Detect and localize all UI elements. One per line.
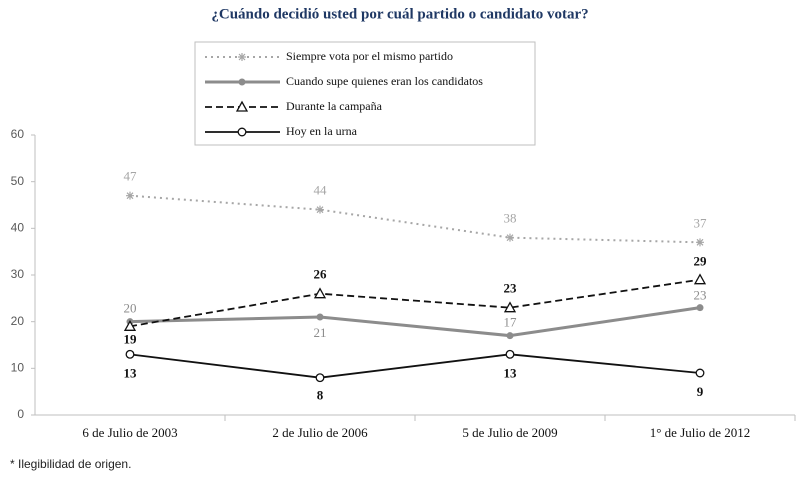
series-line <box>129 353 701 379</box>
data-label: 17 <box>504 315 518 330</box>
marker <box>506 233 514 242</box>
marker <box>505 349 515 359</box>
y-tick-label: 40 <box>11 221 25 235</box>
marker <box>237 127 247 137</box>
data-label: 37 <box>694 215 708 230</box>
marker <box>695 368 705 378</box>
y-tick-label: 30 <box>11 267 25 281</box>
y-tick-label: 60 <box>11 127 25 141</box>
marker <box>696 238 704 247</box>
data-label: 20 <box>124 301 137 316</box>
data-label: 23 <box>694 288 707 303</box>
chart-title: ¿Cuándo decidió usted por cuál partido o… <box>211 6 588 22</box>
data-label: 13 <box>124 365 138 380</box>
x-tick-label: 5 de Julio de 2009 <box>462 425 557 440</box>
data-label: 47 <box>124 169 138 184</box>
series-line <box>129 306 701 338</box>
marker <box>126 191 134 200</box>
legend-label: Siempre vota por el mismo partido <box>286 49 453 63</box>
data-label: 23 <box>504 281 518 296</box>
marker <box>123 319 137 331</box>
marker <box>503 301 517 313</box>
data-label: 26 <box>314 267 328 282</box>
data-label: 8 <box>317 388 324 403</box>
legend-label: Cuando supe quienes eran los candidatos <box>286 74 483 88</box>
marker <box>316 313 324 321</box>
marker <box>238 78 246 86</box>
marker <box>238 53 246 61</box>
marker <box>313 287 327 299</box>
series-line <box>129 194 701 244</box>
data-label: 9 <box>697 384 704 399</box>
y-tick-label: 20 <box>11 314 25 328</box>
data-label: 19 <box>124 331 138 346</box>
x-tick-label: 1° de Julio de 2012 <box>650 425 751 440</box>
marker <box>125 349 135 359</box>
marker <box>696 304 704 312</box>
marker <box>506 332 514 340</box>
legend-label: Hoy en la urna <box>286 124 358 138</box>
marker <box>315 373 325 383</box>
data-label: 38 <box>504 211 517 226</box>
x-tick-label: 6 de Julio de 2003 <box>82 425 177 440</box>
series-line <box>129 278 701 328</box>
y-tick-label: 50 <box>11 174 25 188</box>
data-label: 44 <box>314 183 328 198</box>
legend-label: Durante la campaña <box>286 99 383 113</box>
marker <box>235 100 249 112</box>
legend-box <box>194 41 536 146</box>
data-label: 21 <box>314 325 327 340</box>
y-tick-label: 0 <box>17 407 24 421</box>
data-label: 29 <box>694 254 708 269</box>
data-label: 13 <box>504 365 518 380</box>
marker <box>693 273 707 285</box>
footnote: * Ilegibilidad de origen. <box>10 457 131 471</box>
y-tick-label: 10 <box>11 361 25 375</box>
marker <box>316 205 324 214</box>
x-tick-label: 2 de Julio de 2006 <box>272 425 368 440</box>
